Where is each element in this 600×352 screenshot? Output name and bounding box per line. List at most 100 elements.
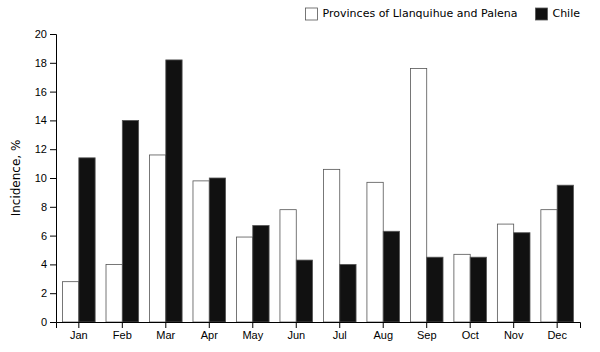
- y-tick-label: 12: [35, 143, 47, 155]
- x-tick-label: Jan: [70, 329, 88, 341]
- y-tick-label: 20: [35, 28, 47, 40]
- y-tick-mark: [50, 264, 56, 265]
- bar: [280, 210, 296, 322]
- x-tick-label: Jun: [287, 329, 305, 341]
- x-tick-label: Jul: [333, 329, 347, 341]
- x-tick-mark: [165, 322, 166, 328]
- y-tick: 18: [35, 57, 56, 69]
- y-tick-mark: [50, 149, 56, 150]
- bar: [209, 178, 225, 322]
- y-tick-label: 0: [41, 316, 47, 328]
- bar: [541, 210, 557, 322]
- y-tick: 0: [41, 316, 56, 328]
- y-tick-label: 10: [35, 172, 47, 184]
- y-tick-mark: [50, 120, 56, 121]
- y-axis: 0 2 4 6 8 10 12 14 16 18 20: [35, 28, 57, 328]
- bar: [166, 60, 182, 322]
- bar: [296, 260, 312, 322]
- x-tick-label: Aug: [373, 329, 393, 341]
- y-tick-mark: [50, 207, 56, 208]
- legend-item: Provinces of Llanquihue and Palena: [306, 7, 518, 20]
- bar: [514, 233, 530, 322]
- y-tick: 2: [41, 287, 56, 299]
- y-tick: 6: [41, 230, 56, 242]
- bar: [122, 120, 138, 322]
- x-tick-mark: [470, 322, 471, 328]
- bar: [323, 169, 339, 322]
- y-tick-mark: [50, 178, 56, 179]
- x-tick-mark: [296, 322, 297, 328]
- bar: [470, 257, 486, 322]
- y-tick-mark: [50, 293, 56, 294]
- x-tick-mark: [122, 322, 123, 328]
- y-tick-mark: [50, 34, 56, 35]
- legend-label: Chile: [552, 7, 580, 20]
- bar: [79, 158, 95, 322]
- y-tick: 14: [35, 114, 56, 126]
- x-tick: Dec: [547, 322, 567, 341]
- x-axis: Jan Feb Mar Apr May Jun Jul Aug Sep Oct Nov Dec: [57, 322, 581, 341]
- bars: [63, 60, 574, 322]
- bar: [367, 182, 383, 322]
- x-tick-label: Dec: [547, 329, 567, 341]
- y-tick: 12: [35, 143, 56, 155]
- bar: [497, 224, 513, 322]
- x-tick-label: Sep: [417, 329, 437, 341]
- bar: [253, 226, 269, 322]
- x-tick: Apr: [201, 322, 218, 341]
- bar: [106, 264, 122, 322]
- x-tick: Sep: [417, 322, 437, 341]
- y-tick: 8: [41, 201, 56, 213]
- bar-series: [79, 60, 574, 322]
- x-tick-mark: [209, 322, 210, 328]
- bar: [383, 231, 399, 322]
- x-tick: Nov: [504, 322, 524, 341]
- bar: [149, 155, 165, 322]
- x-tick-label: Feb: [113, 329, 132, 341]
- x-tick: Feb: [113, 322, 132, 341]
- x-tick-mark: [78, 322, 79, 328]
- x-tick-mark: [513, 322, 514, 328]
- bar: [410, 69, 426, 322]
- x-tick: Jun: [287, 322, 305, 341]
- bar: [557, 185, 573, 322]
- x-tick-mark: [383, 322, 384, 328]
- x-tick-label: May: [242, 329, 263, 341]
- bar: [63, 282, 79, 322]
- y-tick-label: 18: [35, 57, 47, 69]
- y-tick-label: 4: [41, 258, 47, 270]
- bar: [340, 264, 356, 322]
- legend: Provinces of Llanquihue and Palena Chile: [306, 7, 581, 20]
- legend-swatch: [306, 8, 318, 20]
- y-tick-mark: [50, 236, 56, 237]
- x-tick-mark: [339, 322, 340, 328]
- bar: [427, 257, 443, 322]
- x-tick: Aug: [373, 322, 393, 341]
- y-tick: 10: [35, 172, 56, 184]
- y-tick: 20: [35, 28, 56, 40]
- bar: [454, 254, 470, 322]
- y-tick-mark: [50, 92, 56, 93]
- bar-series: [63, 69, 558, 322]
- legend-swatch: [535, 8, 547, 20]
- x-tick-label: Oct: [462, 329, 479, 341]
- legend-label: Provinces of Llanquihue and Palena: [323, 7, 518, 20]
- x-tick: May: [242, 322, 263, 341]
- x-tick-mark: [252, 322, 253, 328]
- y-tick-label: 2: [41, 287, 47, 299]
- y-axis-line: [50, 35, 57, 323]
- y-tick-mark: [50, 322, 56, 323]
- y-tick: 4: [41, 258, 56, 270]
- x-tick-mark: [557, 322, 558, 328]
- y-axis-title: Incidence, %: [9, 140, 23, 217]
- y-tick-label: 14: [35, 114, 47, 126]
- x-tick-mark: [426, 322, 427, 328]
- y-tick-label: 16: [35, 86, 47, 98]
- y-tick-label: 8: [41, 201, 47, 213]
- plot: Jan Feb Mar Apr May Jun Jul Aug Sep Oct Nov Dec 0 2 4 6…: [35, 28, 581, 341]
- x-tick: Oct: [462, 322, 479, 341]
- bar: [236, 237, 252, 322]
- x-tick: Jan: [70, 322, 88, 341]
- y-tick-label: 6: [41, 230, 47, 242]
- x-tick-label: Mar: [156, 329, 175, 341]
